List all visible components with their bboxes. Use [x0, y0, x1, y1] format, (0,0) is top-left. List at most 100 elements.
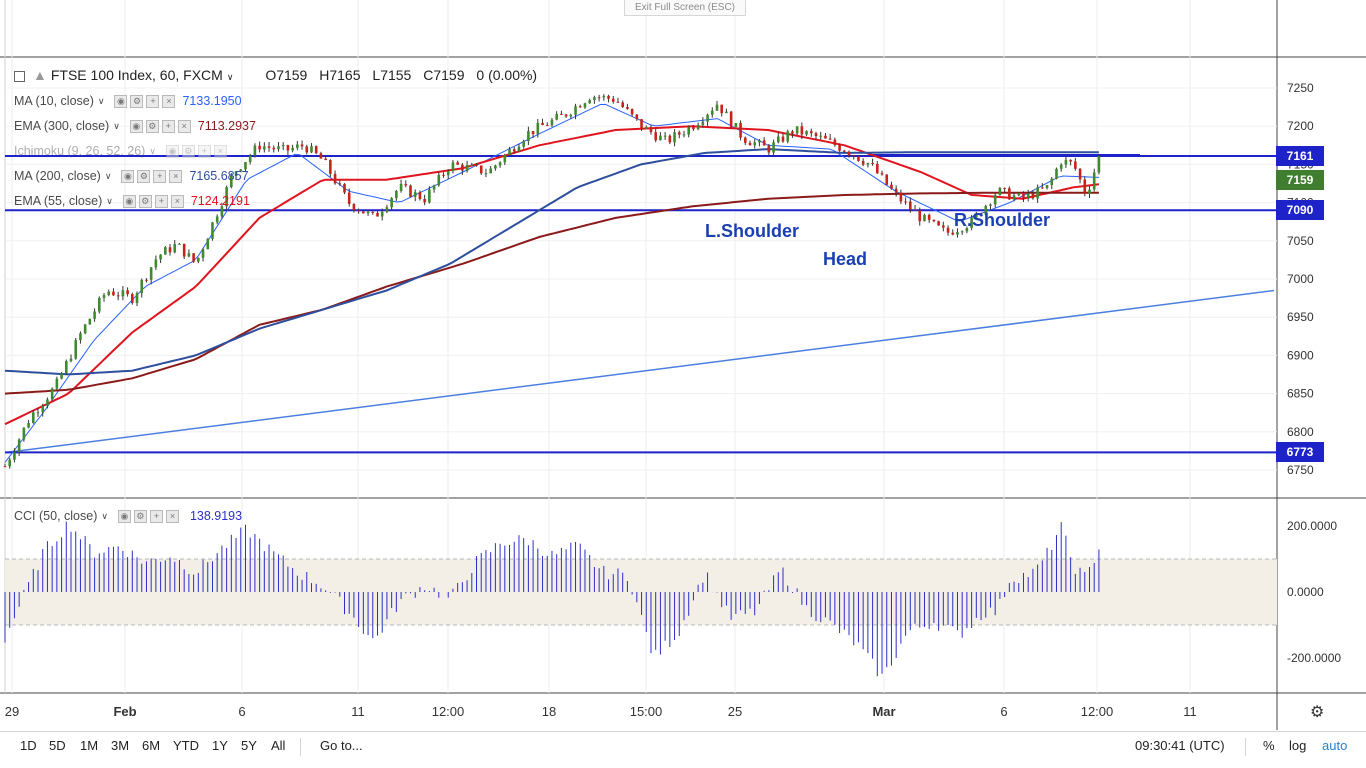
candle-body — [314, 146, 318, 154]
gear-icon[interactable]: ⚙ — [133, 509, 147, 523]
candle-body — [965, 227, 969, 232]
plus-icon[interactable]: + — [149, 509, 163, 523]
right-shoulder-annotation[interactable]: R.Shoulder — [954, 210, 1051, 230]
close-icon[interactable]: × — [213, 144, 227, 158]
log-scale-toggle[interactable]: log — [1289, 738, 1307, 753]
candle-body — [192, 253, 195, 262]
close-icon[interactable]: × — [165, 509, 179, 523]
close-icon[interactable]: × — [170, 194, 184, 208]
exit-fullscreen-button[interactable]: Exit Full Screen (ESC) — [624, 0, 746, 16]
candle-body — [277, 146, 280, 150]
candle-body — [904, 201, 907, 203]
candle-body — [776, 136, 780, 143]
symbol-title[interactable]: FTSE 100 Index, 60, FXCM — [50, 67, 223, 83]
candle-body — [50, 388, 54, 400]
candle-body — [1026, 193, 1030, 199]
candle-body — [1083, 179, 1087, 194]
eye-icon[interactable]: ◉ — [121, 169, 135, 183]
cci-legend-name[interactable]: CCI (50, close) — [14, 509, 98, 523]
eye-icon[interactable]: ◉ — [129, 119, 143, 133]
chart-settings-gear-icon[interactable]: ⚙ — [1310, 704, 1325, 721]
candle-body — [809, 131, 813, 134]
gear-icon[interactable]: ⚙ — [138, 194, 152, 208]
indicator-value: 7124.2191 — [190, 194, 250, 208]
candle-body — [248, 155, 252, 163]
candle-body — [286, 145, 290, 151]
indicator-name[interactable]: EMA (300, close) — [14, 119, 110, 133]
indicator-name[interactable]: Ichimoku (9, 26, 52, 26) — [14, 144, 146, 158]
plus-icon[interactable]: + — [161, 119, 175, 133]
goto-button[interactable]: Go to... — [320, 738, 363, 753]
eye-icon[interactable]: ◉ — [165, 144, 179, 158]
candle-body — [1059, 164, 1063, 169]
candle-body — [494, 165, 497, 169]
close-icon[interactable]: × — [177, 119, 191, 133]
plus-icon[interactable]: + — [197, 144, 211, 158]
candle-body — [781, 136, 785, 142]
chevron-down-icon[interactable]: ∨ — [97, 96, 105, 106]
range-button-all[interactable]: All — [271, 738, 286, 753]
range-button-5y[interactable]: 5Y — [241, 738, 257, 753]
candle-body — [98, 297, 101, 312]
gear-icon[interactable]: ⚙ — [137, 169, 151, 183]
candle-body — [701, 121, 705, 125]
candle-body — [145, 279, 148, 281]
candle-body — [725, 111, 728, 114]
chevron-down-icon[interactable]: ∨ — [106, 196, 113, 206]
candle-body — [338, 183, 342, 185]
range-button-ytd[interactable]: YTD — [173, 738, 199, 753]
candle-body — [710, 110, 714, 115]
left-shoulder-annotation[interactable]: L.Shoulder — [705, 221, 799, 241]
gear-icon[interactable]: ⚙ — [145, 119, 159, 133]
candle-body — [1012, 195, 1016, 200]
ohlc-high: H7165 — [319, 67, 361, 83]
candle-body — [541, 122, 544, 126]
chevron-down-icon[interactable]: ∨ — [101, 511, 108, 521]
indicator-name[interactable]: EMA (55, close) — [14, 194, 103, 208]
plus-icon[interactable]: + — [153, 169, 167, 183]
close-icon[interactable]: × — [169, 169, 183, 183]
candle-body — [989, 204, 992, 206]
candle-body — [852, 155, 856, 157]
candle-body — [201, 249, 205, 258]
candle-body — [343, 183, 346, 193]
close-icon[interactable]: × — [162, 94, 176, 108]
auto-scale-toggle[interactable]: auto — [1322, 738, 1348, 753]
candle-body — [126, 290, 129, 295]
chevron-down-icon[interactable]: ∨ — [104, 171, 112, 181]
range-button-1m[interactable]: 1M — [80, 738, 99, 753]
range-button-1y[interactable]: 1Y — [212, 738, 228, 753]
time-tick-label: 11 — [351, 704, 365, 719]
chevron-down-icon[interactable]: ∨ — [226, 72, 234, 82]
candle-body — [937, 221, 940, 226]
chevron-down-icon[interactable]: ∨ — [113, 121, 120, 131]
candle-body — [635, 114, 639, 120]
plus-icon[interactable]: + — [146, 94, 160, 108]
gear-icon[interactable]: ⚙ — [130, 94, 144, 108]
indicator-name[interactable]: MA (200, close) — [14, 169, 101, 183]
gear-icon[interactable]: ⚙ — [181, 144, 195, 158]
percent-scale-toggle[interactable]: % — [1263, 738, 1275, 753]
range-button-3m[interactable]: 3M — [111, 738, 130, 753]
eye-icon[interactable]: ◉ — [122, 194, 136, 208]
candle-body — [894, 188, 898, 193]
eye-icon[interactable]: ◉ — [117, 509, 131, 523]
symbol-marker-icon: ▲ — [33, 67, 47, 83]
candle-body — [918, 210, 922, 222]
eye-icon[interactable]: ◉ — [114, 94, 128, 108]
chevron-down-icon[interactable]: ∨ — [149, 146, 156, 156]
range-button-5d[interactable]: 5D — [49, 738, 66, 753]
candle-body — [739, 122, 742, 138]
plus-icon[interactable]: + — [154, 194, 168, 208]
indicator-name[interactable]: MA (10, close) — [14, 94, 94, 108]
candle-body — [428, 189, 431, 203]
candle-body — [64, 361, 68, 374]
collapse-legend-icon[interactable] — [14, 70, 25, 82]
range-button-6m[interactable]: 6M — [142, 738, 161, 753]
candle-body — [687, 127, 690, 135]
candle-body — [206, 238, 210, 250]
head-annotation[interactable]: Head — [823, 249, 868, 269]
range-button-1d[interactable]: 1D — [20, 738, 37, 753]
candle-body — [362, 211, 365, 214]
